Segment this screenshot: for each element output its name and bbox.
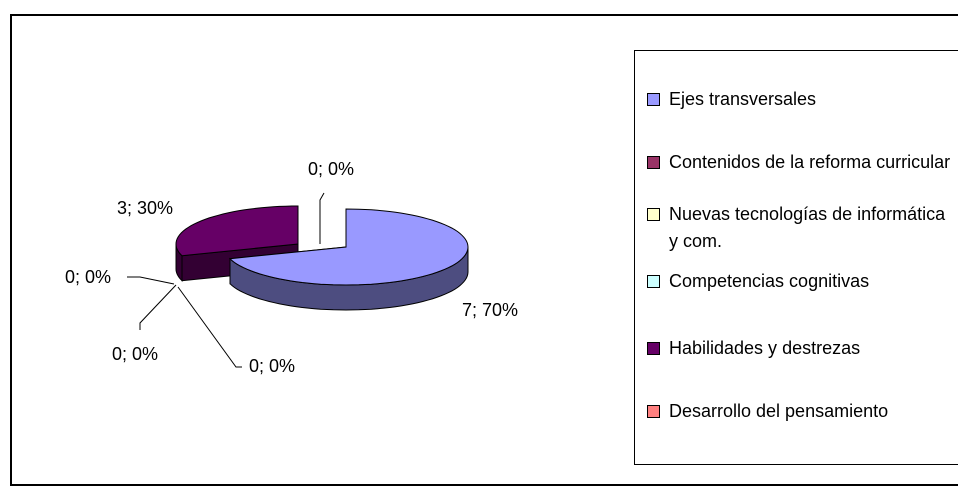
chart-frame [10,14,958,486]
legend-label: Habilidades y destrezas [669,338,861,358]
data-label: 0; 0% [308,159,354,179]
legend-swatch [647,342,660,355]
legend-entry: Contenidos de la reforma curricular [641,149,956,176]
legend-label: Nuevas tecnologías de informática y com. [669,204,946,251]
data-label: 0; 0% [112,344,158,364]
legend-swatch [647,405,660,418]
legend: Ejes transversales Contenidos de la refor… [634,50,958,465]
leader-line [319,192,325,244]
legend-entry: Desarrollo del pensamiento [641,398,956,425]
legend-label: Desarrollo del pensamiento [669,401,889,421]
leader-line [139,284,177,330]
legend-swatch [647,208,660,221]
legend-label: Competencias cognitivas [669,271,870,291]
data-label: 0; 0% [65,267,111,287]
data-label: 7; 70% [462,300,518,320]
leader-line [127,276,175,285]
legend-swatch [647,156,660,169]
legend-label: Contenidos de la reforma curricular [669,152,951,172]
legend-entry: Ejes transversales [641,86,956,113]
legend-entry: Competencias cognitivas [641,268,956,295]
legend-entry: Nuevas tecnologías de informática y com. [641,201,956,255]
legend-swatch [647,275,660,288]
slice-top [228,208,469,286]
slice-top [175,205,299,257]
leader-line [177,286,242,368]
data-label: 0; 0% [249,356,295,376]
legend-entry: Habilidades y destrezas [641,335,956,362]
legend-label: Ejes transversales [669,89,817,109]
legend-swatch [647,93,660,106]
data-label: 3; 30% [117,198,173,218]
pie-slice [228,208,469,311]
